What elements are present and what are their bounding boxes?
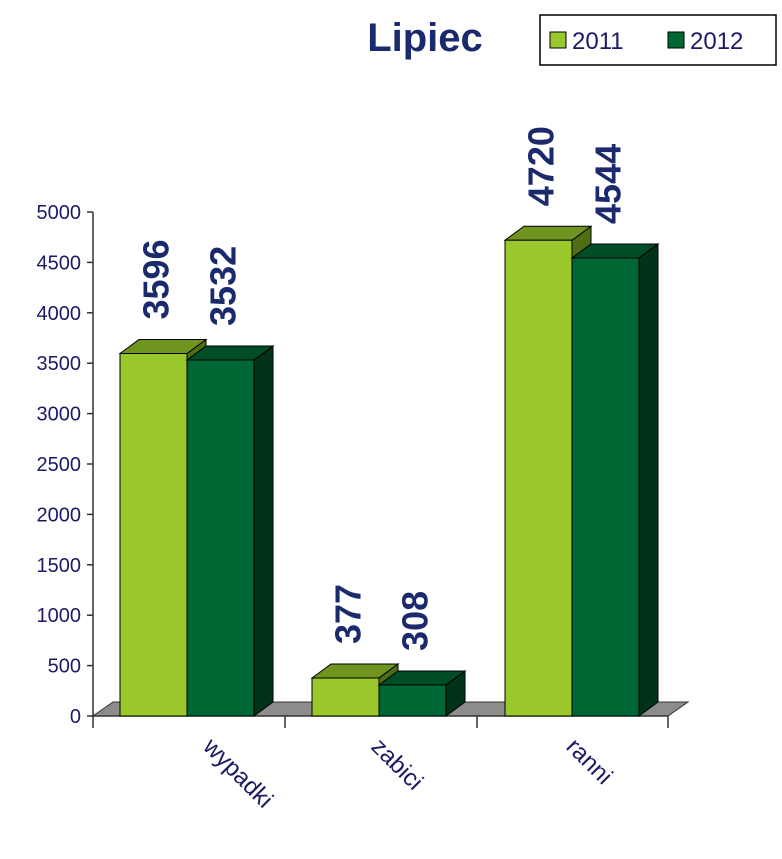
legend-label-2012: 2012 xyxy=(690,28,743,55)
y-tick-label: 1000 xyxy=(37,605,82,627)
bar-2012-ranni xyxy=(570,242,660,717)
x-category-label: ranni xyxy=(561,733,618,790)
data-label: 3532 xyxy=(203,246,244,326)
bar-side xyxy=(638,242,659,717)
bar-front xyxy=(119,353,188,717)
legend-label-2011: 2011 xyxy=(572,28,624,55)
y-tick-label: 0 xyxy=(70,706,81,728)
data-label: 377 xyxy=(328,584,369,644)
y-tick-label: 4500 xyxy=(37,252,82,274)
y-tick-label: 2500 xyxy=(37,454,82,476)
bar-2012-zabici xyxy=(377,669,467,717)
legend-swatch-2012 xyxy=(667,31,685,49)
data-label: 4544 xyxy=(588,144,629,224)
bar-side xyxy=(253,344,274,717)
bar-front xyxy=(311,677,380,717)
data-label: 308 xyxy=(395,591,436,651)
bar-front xyxy=(504,239,573,717)
bars xyxy=(118,225,660,717)
y-tick-label: 5000 xyxy=(37,202,82,224)
y-tick-label: 3000 xyxy=(37,404,82,426)
legend-box xyxy=(539,14,777,66)
x-category-label: zabici xyxy=(366,733,428,795)
data-labels: 3596 3532 377 308 4720 4544 xyxy=(136,126,629,651)
legend: 2011 2012 xyxy=(539,14,777,66)
bar-front xyxy=(186,359,255,717)
y-tick-label: 2000 xyxy=(37,504,82,526)
bar-2012-wypadki xyxy=(185,344,275,717)
chart-title: Lipiec xyxy=(367,16,483,60)
y-tick-label: 3500 xyxy=(37,353,82,375)
y-tick-label: 4000 xyxy=(37,303,82,325)
bar-front xyxy=(571,257,640,717)
y-tick-label: 1500 xyxy=(37,555,82,577)
y-tick-label: 500 xyxy=(48,656,81,678)
data-label: 4720 xyxy=(521,126,562,206)
data-label: 3596 xyxy=(136,239,177,319)
legend-swatch-2011 xyxy=(549,31,567,49)
x-category-label: wypadki xyxy=(197,732,278,813)
bar-front xyxy=(378,684,447,717)
